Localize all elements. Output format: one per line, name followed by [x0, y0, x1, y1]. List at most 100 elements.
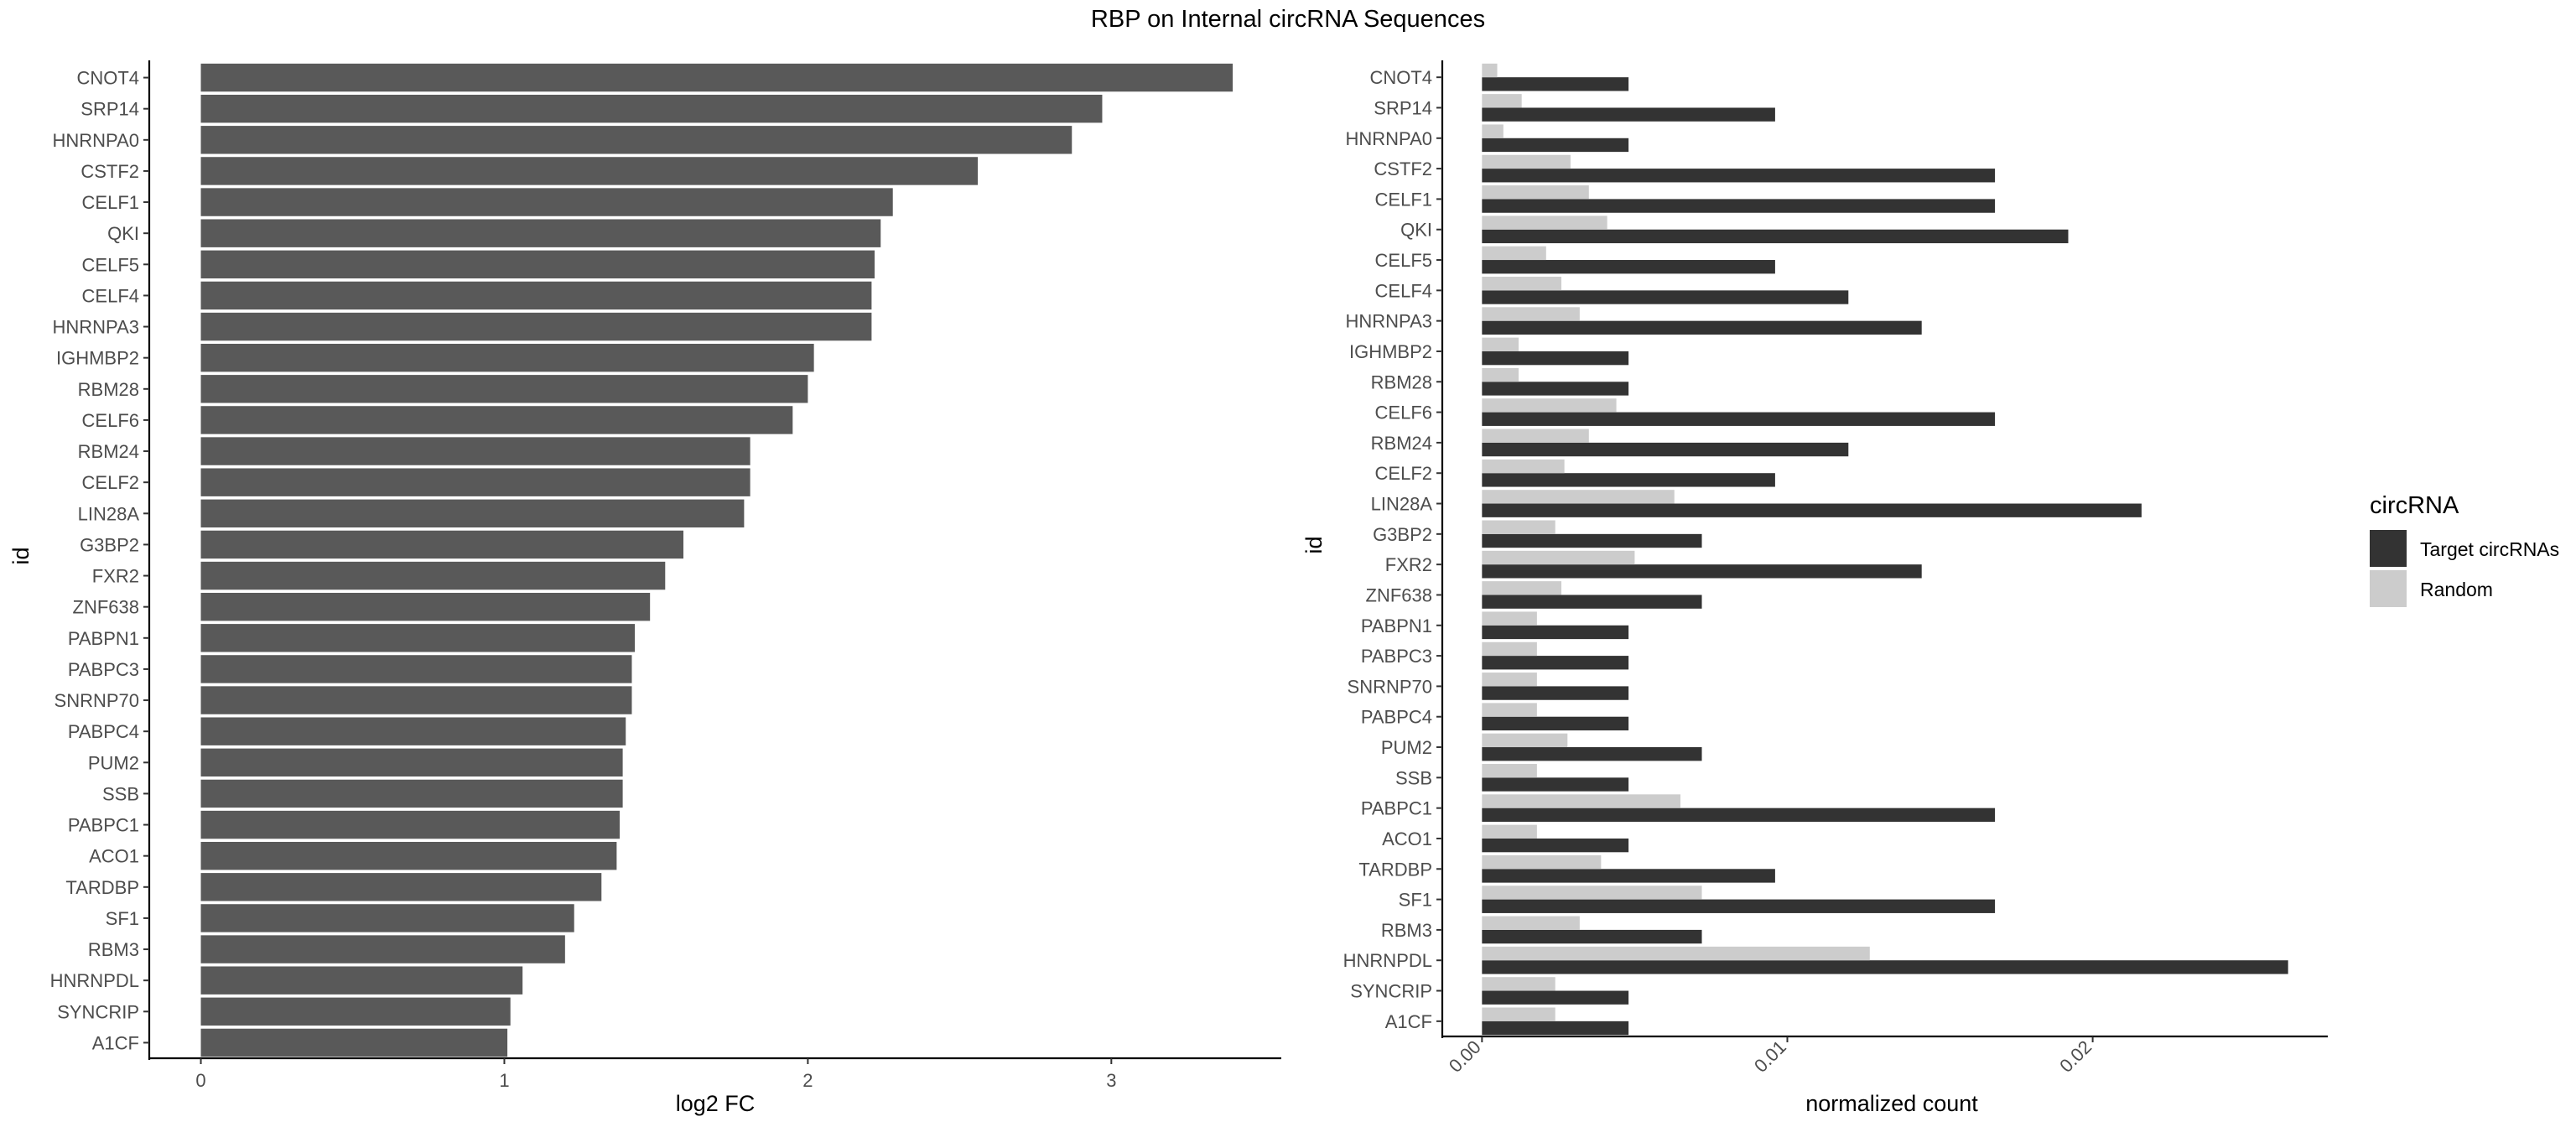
legend-swatch-random — [2370, 570, 2407, 607]
bar-g3bp2 — [200, 530, 683, 559]
bar-target-a1cf — [1482, 1021, 1629, 1036]
normalized-count-bar-chart: CNOT4 SRP14 HNRNPA0 CSTF2 CELF1 QKI CELF5 CELF4… — [1343, 60, 2328, 1077]
bar-target-srp14 — [1482, 107, 1775, 122]
y-tick-label: SF1 — [1399, 890, 1432, 911]
legend-title: circRNA — [2370, 492, 2459, 519]
y-tick-label: SNRNP70 — [55, 690, 139, 711]
log2fc-bar-chart: CNOT4 SRP14 HNRNPA0 CSTF2 CELF1 QKI CELF5 CELF4… — [50, 60, 1281, 1091]
y-tick-label: HNRNPA0 — [1345, 128, 1432, 149]
y-tick-label: SSB — [1395, 767, 1432, 788]
y-tick-label: SYNCRIP — [1350, 981, 1432, 1002]
legend: circRNA Target circRNAs Random — [2370, 492, 2559, 607]
bar-random-hnrnpdl — [1482, 946, 1870, 961]
bar-random-pabpc3 — [1482, 641, 1537, 657]
bar-celf6 — [200, 406, 793, 434]
x-tick-label: 0.00 — [1445, 1036, 1485, 1077]
bar-random-pum2 — [1482, 733, 1568, 748]
bar-target-fxr2 — [1482, 564, 1922, 579]
bar-celf2 — [200, 468, 750, 496]
bar-rbm3 — [200, 935, 565, 963]
y-tick-label: CELF1 — [1375, 189, 1432, 210]
bar-random-hnrnpa0 — [1482, 124, 1504, 138]
bar-random-znf638 — [1482, 581, 1562, 595]
bar-fxr2 — [200, 561, 666, 590]
bar-random-g3bp2 — [1482, 520, 1555, 534]
bar-target-pum2 — [1482, 747, 1702, 761]
bar-random-celf5 — [1482, 246, 1546, 261]
bar-random-ssb — [1482, 764, 1537, 778]
y-tick-label: PABPC3 — [68, 659, 139, 680]
y-tick-label: RBM28 — [78, 379, 139, 400]
bar-cstf2 — [200, 157, 979, 185]
bar-random-ighmbp2 — [1482, 337, 1519, 351]
bar-target-lin28a — [1482, 503, 2142, 517]
y-tick-label: QKI — [1400, 220, 1432, 241]
y-tick-label: TARDBP — [1358, 859, 1432, 880]
bar-target-rbm24 — [1482, 442, 1849, 457]
bar-random-syncrip — [1482, 977, 1555, 991]
bar-random-celf6 — [1482, 398, 1617, 413]
bar-rbm24 — [200, 437, 750, 465]
y-tick-label: RBM24 — [78, 441, 139, 462]
bar-target-ighmbp2 — [1482, 351, 1629, 366]
y-tick-label: PUM2 — [1381, 737, 1432, 758]
bar-target-cstf2 — [1482, 169, 1996, 183]
bar-aco1 — [200, 841, 617, 870]
bar-celf5 — [200, 250, 875, 279]
bar-target-pabpc3 — [1482, 656, 1629, 670]
y-tick-label: CELF2 — [1375, 463, 1432, 484]
y-tick-label: TARDBP — [65, 877, 139, 898]
bar-celf1 — [200, 188, 893, 216]
y-tick-label: SF1 — [106, 908, 139, 929]
bar-syncrip — [200, 997, 511, 1026]
bar-target-ssb — [1482, 777, 1629, 792]
bar-target-hnrnpa0 — [1482, 138, 1629, 153]
y-tick-label: SSB — [102, 783, 139, 804]
bar-hnrnpa3 — [200, 312, 872, 341]
legend-label-random: Random — [2420, 579, 2493, 600]
bar-random-pabpc1 — [1482, 794, 1681, 808]
bar-random-pabpc4 — [1482, 703, 1537, 717]
x-tick-label: 1 — [499, 1070, 509, 1091]
bar-random-rbm28 — [1482, 367, 1519, 382]
bar-celf4 — [200, 281, 872, 310]
y-tick-label: G3BP2 — [80, 534, 139, 555]
y-tick-label: PUM2 — [88, 752, 139, 773]
bar-random-sf1 — [1482, 886, 1702, 900]
y-tick-label: G3BP2 — [1373, 524, 1432, 545]
bar-target-syncrip — [1482, 990, 1629, 1005]
y-tick-label: RBM28 — [1371, 371, 1432, 392]
bar-qki — [200, 219, 881, 247]
y-tick-label: IGHMBP2 — [56, 348, 139, 369]
bar-random-celf2 — [1482, 459, 1565, 474]
bar-pabpc4 — [200, 717, 626, 745]
bar-random-cnot4 — [1482, 63, 1498, 78]
y-tick-label: PABPC4 — [1361, 707, 1432, 728]
bar-ssb — [200, 779, 623, 808]
bar-target-celf6 — [1482, 412, 1996, 426]
bar-target-celf1 — [1482, 199, 1996, 213]
bar-tardbp — [200, 873, 602, 901]
bar-srp14 — [200, 94, 1103, 123]
y-tick-label: HNRNPA0 — [52, 130, 139, 151]
y-tick-label: IGHMBP2 — [1349, 341, 1432, 362]
right-x-axis-title: normalized count — [1805, 1091, 1978, 1116]
bar-target-g3bp2 — [1482, 533, 1702, 548]
bar-target-tardbp — [1482, 869, 1775, 883]
bar-target-hnrnpdl — [1482, 960, 2288, 974]
figure-title: RBP on Internal circRNA Sequences — [1091, 6, 1485, 33]
y-tick-label: FXR2 — [1385, 554, 1432, 575]
bar-random-tardbp — [1482, 854, 1602, 870]
bar-target-znf638 — [1482, 595, 1702, 609]
bar-random-qki — [1482, 216, 1607, 230]
bar-random-pabpn1 — [1482, 611, 1537, 626]
y-tick-label: PABPC1 — [1361, 798, 1432, 819]
bar-random-a1cf — [1482, 1007, 1555, 1021]
bar-target-rbm3 — [1482, 929, 1702, 944]
bar-random-snrnp70 — [1482, 673, 1537, 687]
bar-sf1 — [200, 904, 574, 932]
bar-random-celf4 — [1482, 277, 1562, 291]
y-tick-label: PABPN1 — [68, 628, 139, 649]
bar-target-celf5 — [1482, 260, 1775, 274]
y-tick-label: SRP14 — [1374, 97, 1432, 118]
